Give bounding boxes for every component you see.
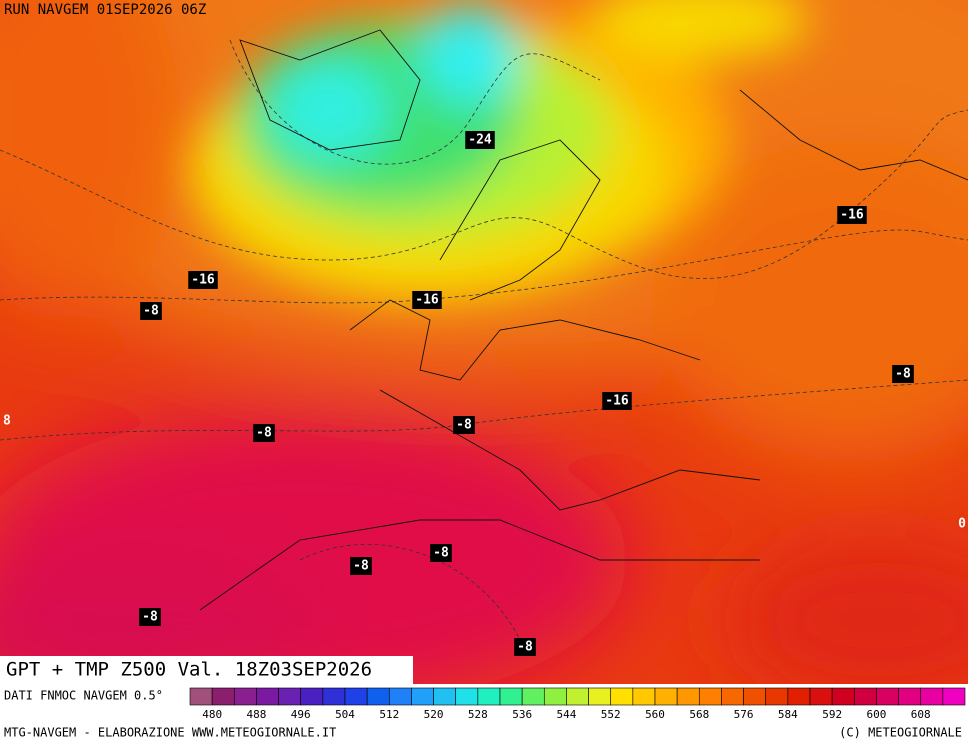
colorbar-label: 576 <box>734 708 754 721</box>
colorbar-swatch <box>876 687 899 706</box>
colorbar-label: 584 <box>778 708 798 721</box>
contour-label-box <box>453 416 475 434</box>
contour-label-box <box>350 557 372 575</box>
contour-label: -8 <box>353 559 369 574</box>
colorbar-label: 568 <box>689 708 709 721</box>
colorbar-swatch <box>942 687 966 706</box>
colorbar-swatch <box>809 687 833 706</box>
colorbar-label: 560 <box>645 708 665 721</box>
colorbar-swatch <box>721 687 744 706</box>
copyright: (C) METEOGIORNALE <box>839 726 962 740</box>
colorbar-label: 608 <box>911 708 931 721</box>
contours <box>0 39 968 641</box>
colorbar-swatch <box>765 687 789 706</box>
colorbar-swatch <box>610 687 634 706</box>
colorbar-swatch <box>189 687 213 706</box>
colorbar-swatch <box>898 687 922 706</box>
contour-label: -8 <box>895 367 911 382</box>
colorbar: 480 488 496 504 512 520 528 536 544 552 560 568 576 5… <box>189 687 966 721</box>
contour-label: -8 <box>142 610 158 625</box>
colorbar-label: 520 <box>424 708 444 721</box>
contour-label-box <box>837 206 867 224</box>
contour-label-box <box>892 365 914 383</box>
colorbar-label: 544 <box>556 708 576 721</box>
map: -24 -16 -16 -16 -8 -8 -16 -8 -8 -8 -8 -8 -8 8 0 <box>0 0 968 684</box>
contour-label-box <box>514 638 536 656</box>
map-title: GPT + TMP Z500 Val. 18Z03SEP2026 <box>6 659 372 681</box>
colorbar-swatch <box>256 687 279 706</box>
edge-label: 0 <box>958 517 966 532</box>
colorbar-swatch <box>853 687 877 706</box>
colorbar-swatch <box>743 687 767 706</box>
contour-label-box <box>188 271 218 289</box>
colorbar-label: 488 <box>246 708 266 721</box>
colorbar-label: 496 <box>291 708 311 721</box>
contour-label: -8 <box>143 304 159 319</box>
source: DATI FNMOC NAVGEM 0.5° <box>4 689 163 703</box>
contour-label-box <box>139 608 161 626</box>
contour-label: -16 <box>191 273 215 288</box>
colorbar-swatch <box>566 687 589 706</box>
colorbar-swatch <box>676 687 700 706</box>
colorbar-label: 592 <box>822 708 842 721</box>
colorbar-swatch <box>344 687 368 706</box>
contour-label: -8 <box>256 426 272 441</box>
colorbar-swatch <box>698 687 722 706</box>
colorbar-swatch <box>477 687 501 706</box>
colorbar-swatch <box>388 687 412 706</box>
colorbar-label: 528 <box>468 708 488 721</box>
colorbar-swatch <box>588 687 612 706</box>
coastlines <box>199 29 968 611</box>
contour-label-box <box>465 131 495 149</box>
colorbar-label: 536 <box>512 708 532 721</box>
contour-label: -16 <box>415 293 439 308</box>
contour-label-box <box>602 392 632 410</box>
contour-label-box <box>140 302 162 320</box>
colorbar-swatch <box>211 687 235 706</box>
contour-label: -16 <box>605 394 629 409</box>
colorbar-swatch <box>366 687 390 706</box>
colorbar-swatch <box>787 687 811 706</box>
colorbar-label: 600 <box>866 708 886 721</box>
colorbar-label: 504 <box>335 708 355 721</box>
contour-label: -8 <box>517 640 533 655</box>
contour-label: -8 <box>456 418 472 433</box>
colorbar-label: 480 <box>202 708 222 721</box>
colorbar-swatch <box>233 687 257 706</box>
credit: MTG-NAVGEM - ELABORAZIONE WWW.METEOGIORN… <box>4 726 336 740</box>
contour-label-box <box>430 544 452 562</box>
colorbar-swatch <box>455 687 479 706</box>
colorbar-swatch <box>831 687 855 706</box>
contour-label-box <box>412 291 442 309</box>
colorbar-label: 512 <box>379 708 399 721</box>
contour-label-box <box>253 424 275 442</box>
colorbar-swatch <box>920 687 944 706</box>
edge-label: 8 <box>3 414 11 429</box>
run-header: RUN NAVGEM 01SEP2026 06Z <box>4 2 206 18</box>
contour-label: -8 <box>433 546 449 561</box>
colorbar-swatch <box>322 687 346 706</box>
colorbar-swatch <box>654 687 678 706</box>
colorbar-swatch <box>499 687 523 706</box>
colorbar-swatch <box>632 687 656 706</box>
title-box <box>0 656 413 684</box>
colorbar-swatch <box>543 687 567 706</box>
colorbar-swatch <box>521 687 545 706</box>
colorbar-swatch <box>411 687 434 706</box>
colorbar-swatch <box>300 687 324 706</box>
contour-label: -24 <box>468 133 492 148</box>
colorbar-swatch <box>433 687 457 706</box>
colorbar-label: 552 <box>601 708 621 721</box>
colorbar-swatch <box>278 687 302 706</box>
contour-label: -16 <box>840 208 864 223</box>
